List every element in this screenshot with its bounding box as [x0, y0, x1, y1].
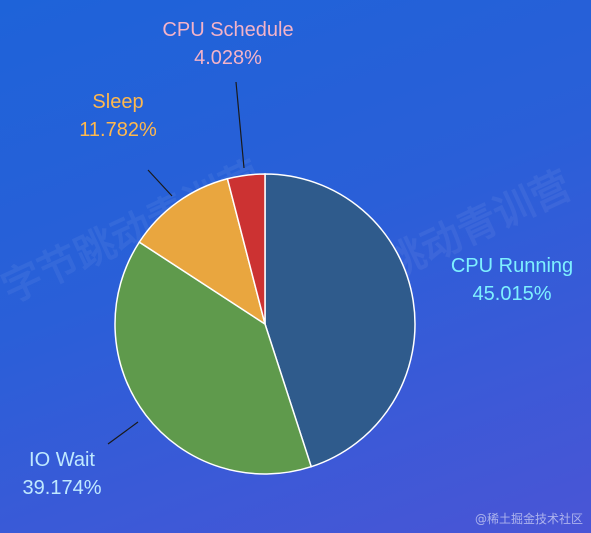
slice-value-sleep: 11.782% [79, 119, 157, 141]
slice-label-cpu-schedule: CPU Schedule [162, 19, 293, 41]
pie-slice-sleep [138, 177, 267, 326]
pie-slice-io-wait [114, 241, 313, 475]
slice-value-cpu-schedule: 4.028% [194, 47, 262, 69]
watermark-text: @稀土掘金技术社区 [474, 512, 583, 526]
leader-line-io-wait [107, 421, 139, 445]
leader-line-cpu-schedule [235, 81, 245, 169]
pie-slice-cpu-schedule [226, 173, 266, 325]
slice-label-sleep: Sleep [92, 91, 143, 113]
pie-slice-cpu-running [264, 173, 416, 468]
slice-label-cpu-running: CPU Running [451, 255, 573, 277]
slice-value-io-wait: 39.174% [23, 477, 102, 499]
slice-label-io-wait: IO Wait [29, 449, 95, 471]
slice-value-cpu-running: 45.015% [473, 283, 552, 305]
leader-line-sleep [147, 169, 173, 197]
